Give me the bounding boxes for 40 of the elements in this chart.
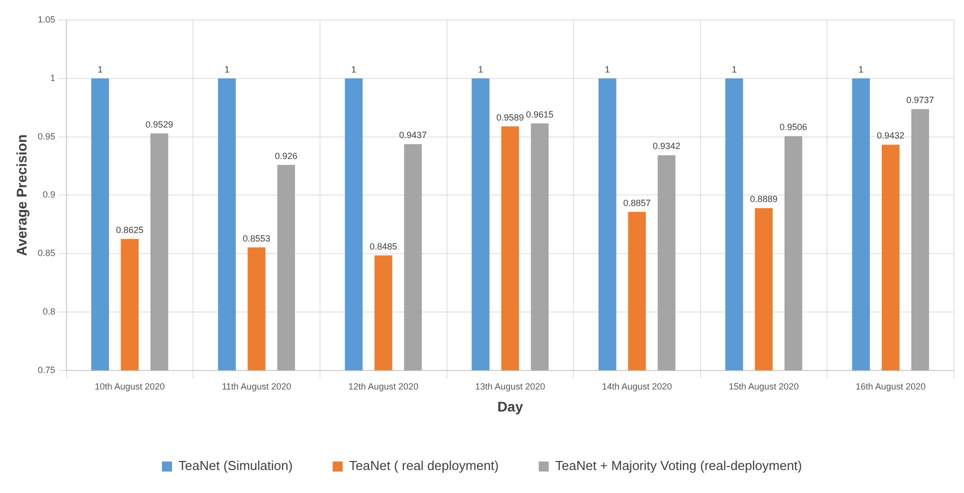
y-tick-label: 0.95 [38,131,56,142]
data-label: 0.9737 [906,95,934,106]
y-tick-label: 0.75 [38,364,56,375]
data-label: 0.8625 [116,224,144,235]
x-tick-label: 14th August 2020 [602,381,672,392]
data-label: 0.9615 [526,109,554,120]
data-label: 0.9437 [399,130,427,140]
data-label: 0.9529 [146,119,174,130]
data-label: 1 [604,64,610,74]
x-tick-label: 15th August 2020 [728,381,799,392]
x-tick-label: 10th August 2020 [94,381,165,392]
data-label: 1 [858,64,864,74]
data-label: 0.926 [274,150,298,161]
data-label: 0.8553 [242,233,270,244]
y-axis-title: Average Precision [13,134,30,256]
x-tick-label: 13th August 2020 [475,381,546,392]
data-label: 1 [732,64,737,74]
data-label: 0.8889 [750,194,778,204]
data-label: 0.8857 [623,198,651,208]
x-tick-label: 12th August 2020 [348,381,418,392]
data-label: 0.9506 [780,122,808,132]
data-label: 1 [98,64,103,74]
x-axis-title: Day [497,398,524,414]
legend-label: TeaNet (Simulation) [178,458,293,474]
y-tick-label: 1 [50,72,56,83]
y-tick-label: 0.85 [38,248,56,258]
data-label: 1 [224,64,230,74]
y-tick-label: 0.8 [42,306,56,316]
data-label: 0.9589 [496,112,524,122]
x-tick-label: 11th August 2020 [222,381,292,392]
data-label: 0.9342 [652,141,680,152]
data-label: 1 [351,64,356,74]
y-tick-label: 1.05 [38,14,56,24]
data-label: 1 [478,64,484,74]
legend-label: TeaNet ( real deployment) [349,458,499,474]
data-label: 0.9432 [876,130,904,141]
legend-label: TeaNet + Majority Voting (real-deployment) [555,458,802,474]
y-tick-label: 0.9 [42,190,56,200]
x-tick-label: 16th August 2020 [856,381,926,392]
data-label: 0.8485 [370,241,398,252]
